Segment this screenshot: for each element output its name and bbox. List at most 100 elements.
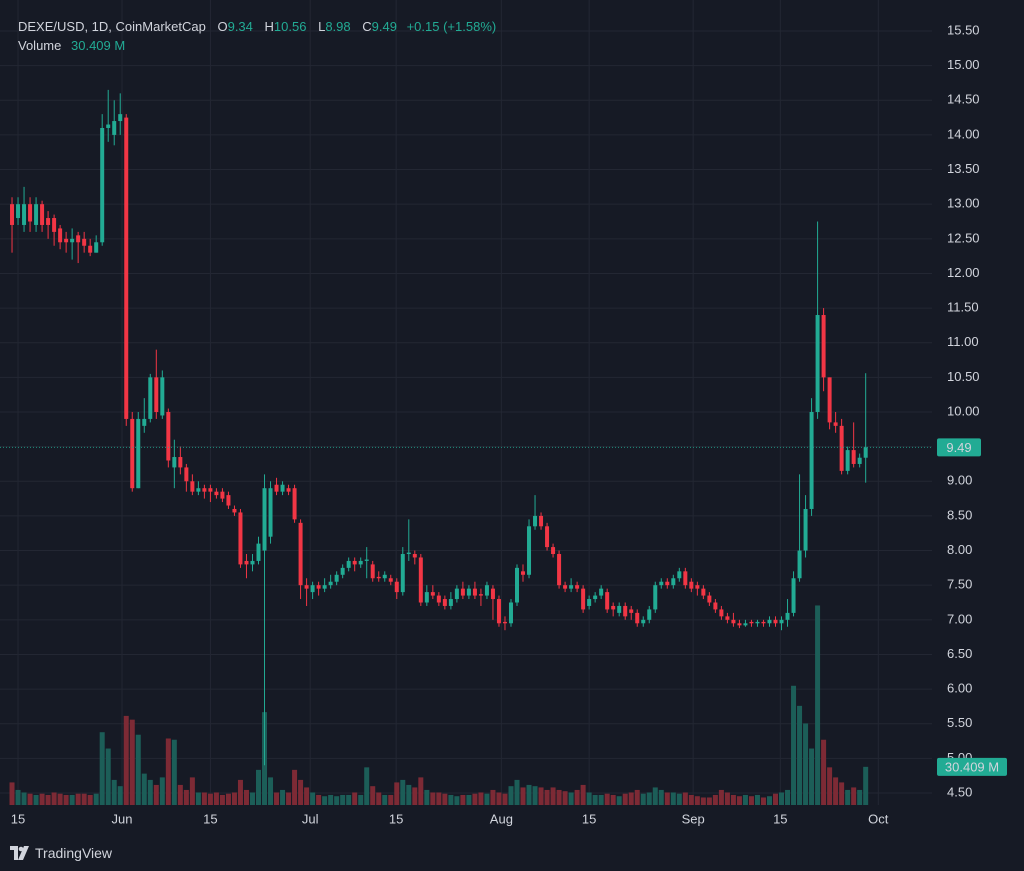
volume-bar [15,789,21,805]
volume-bar [352,792,358,805]
candle-body [593,595,598,600]
volume-bar [394,782,400,805]
candle-body [725,616,730,620]
volume-bar [580,784,586,805]
candle-body [400,554,405,593]
volume-bar [105,748,111,805]
candle-body [629,609,634,613]
y-tick-label: 13.00 [947,196,980,211]
price-tag [937,438,981,457]
candle-body [202,488,207,492]
y-tick-label: 15.50 [947,22,980,37]
volume-bar [454,796,460,805]
volume-bar [418,777,424,805]
candle-body [214,491,219,496]
candle-body [569,585,574,589]
candle-body [557,554,562,586]
candle-body [502,621,507,624]
candle-body [851,450,856,464]
volume-bar [550,787,556,805]
candle-body [496,599,501,624]
volume-bar [736,796,742,805]
volume-bar [111,779,117,805]
candle-body [478,594,483,596]
x-tick-label: Sep [682,811,705,826]
volume-bar [81,793,87,805]
candle-body [412,554,417,558]
volume-bar [448,794,454,805]
volume-bar [815,605,821,805]
candle-body [821,315,826,378]
volume-bar [436,792,442,805]
candle-body [316,585,321,589]
y-tick-label: 14.00 [947,126,980,141]
volume-bar [760,797,766,805]
volume-bar [177,784,183,805]
candle-body [112,121,117,135]
y-tick-label: 11.00 [947,334,979,349]
candle-body [527,526,532,575]
volume-bar [159,777,165,805]
candle-body [334,574,339,582]
volume-bar [688,794,694,805]
branding: TradingView [10,843,112,863]
candle-body [815,315,820,412]
candle-body [220,491,225,499]
candle-body [827,377,832,423]
candle-body [16,204,21,219]
volume-bar [833,777,839,805]
candle-body [142,418,147,426]
x-tick-label: 15 [582,811,596,826]
candle-body [707,595,712,603]
volume-bar [803,723,809,805]
candle-body [418,557,423,603]
y-tick-label: 13.50 [947,161,980,176]
candle-body [46,218,51,225]
candle-body [232,508,237,513]
volume-bar [292,769,298,805]
candle-body [430,592,435,596]
candle-body [298,522,303,586]
volume-bar [63,794,69,805]
volume-bar [508,786,514,805]
candle-body [773,619,778,624]
volume-bar [364,767,370,805]
candle-body [346,560,351,568]
y-tick-label: 12.00 [947,265,980,280]
candle-body [58,228,63,243]
logo [10,846,29,860]
candle-body [671,578,676,586]
volume-bar [628,792,634,805]
volume-bar [532,786,538,805]
candle-body [785,612,790,620]
candle-body [563,585,568,589]
candle-body [508,602,513,624]
candle-body [226,495,231,506]
candle-body [719,609,724,617]
volume-bar [538,787,544,805]
volume-bar [286,792,292,805]
y-tick-label: 8.50 [947,507,972,522]
volume-bar [225,793,231,805]
volume-bar [466,794,472,805]
candle-body [533,515,538,527]
candle-body [64,238,69,243]
candle-body [160,377,165,416]
volume-bar [376,792,382,805]
volume-bar [195,792,201,805]
candle-body [166,412,171,461]
candle-body [40,204,45,225]
volume-bar [754,794,760,805]
ohlc-key: L [318,19,326,34]
candle-body [731,619,736,624]
volume-bar [93,793,99,805]
x-tick-label: 15 [203,811,217,826]
volume-bar [568,792,574,805]
candle-body [454,588,459,600]
volume-bar [129,719,135,805]
volume-bar [165,738,171,805]
candle-body [304,585,309,589]
candle-body [701,588,706,596]
volume-bar [298,779,304,805]
